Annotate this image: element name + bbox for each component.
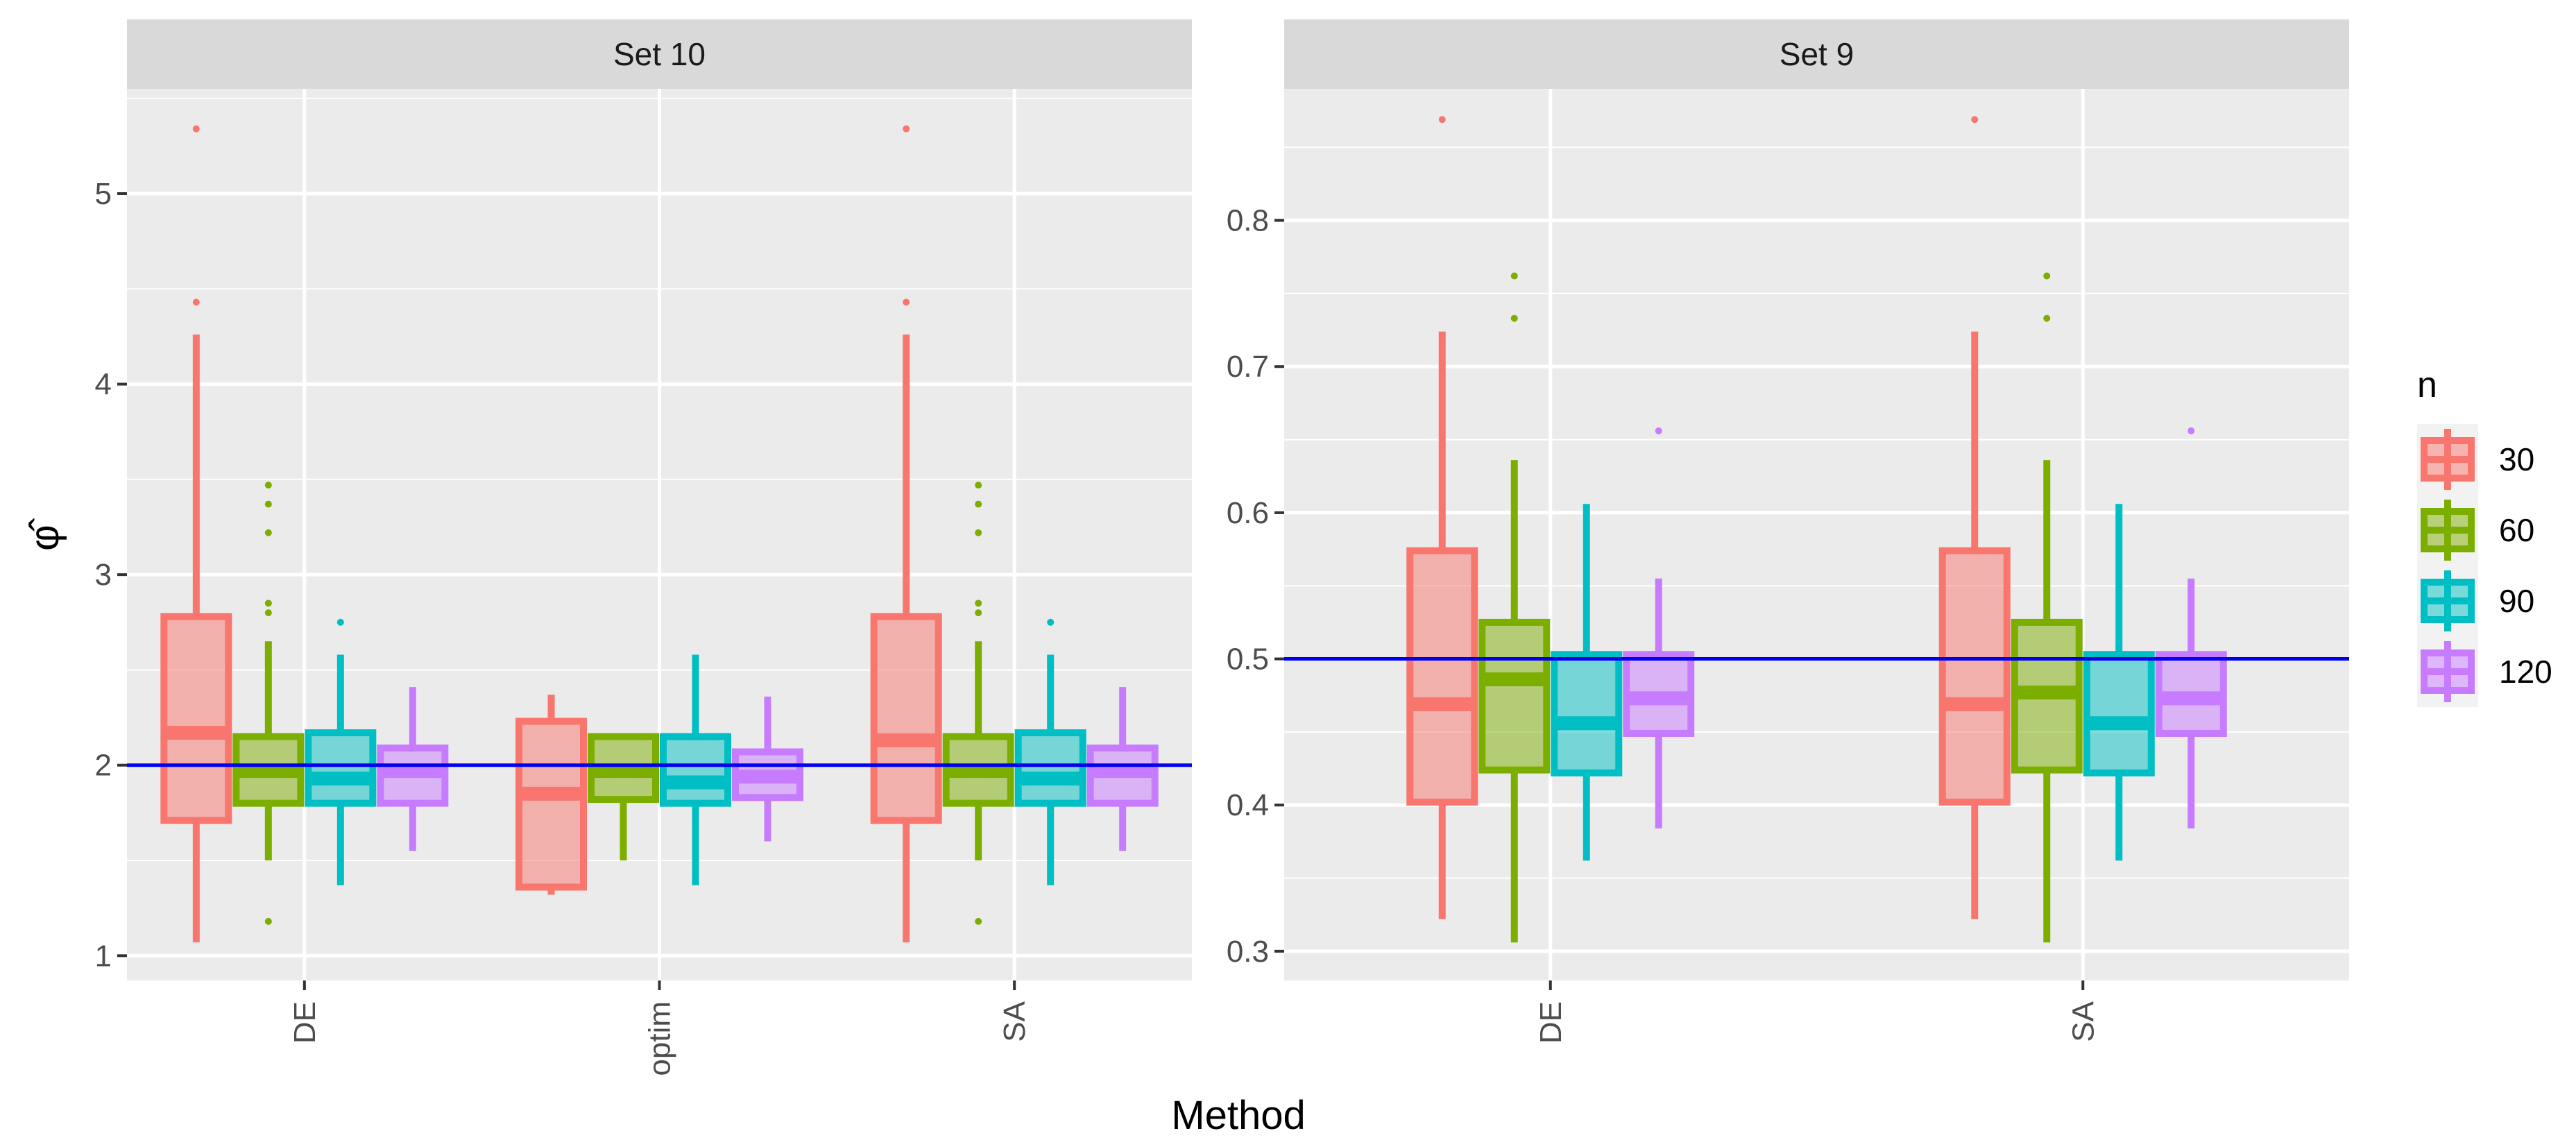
outlier-point	[1510, 314, 1518, 322]
y-tick-label: 0.6	[1227, 496, 1269, 530]
outlier-point	[2187, 427, 2195, 434]
facet-strip-label: Set 10	[613, 36, 706, 72]
box-body	[1014, 729, 1086, 807]
y-tick-label: 0.4	[1227, 788, 1269, 822]
legend: n 30 60 90 120	[2417, 365, 2552, 707]
outlier-point	[264, 529, 272, 536]
box-body	[1406, 547, 1478, 806]
box-body	[660, 733, 731, 807]
y-tick-label: 3	[95, 558, 112, 592]
legend-label-90: 90	[2499, 583, 2534, 619]
outlier-point	[975, 529, 982, 536]
box-body	[1551, 651, 1623, 776]
y-tick-label: 5	[95, 177, 112, 211]
legend-label-60: 60	[2499, 512, 2534, 548]
box-sa-n30	[870, 125, 942, 943]
box-sa-n120	[2155, 427, 2227, 829]
box-optim-n90	[660, 654, 731, 885]
outlier-point	[264, 500, 272, 508]
panel-1: Set 10 1 2 3 4 5 DE optim SA	[95, 19, 1192, 1076]
outlier-point	[975, 500, 982, 508]
x-axis-title: Method	[1171, 1093, 1305, 1138]
outlier-point	[975, 600, 982, 607]
outlier-point	[903, 298, 910, 306]
outlier-point	[975, 917, 982, 925]
outlier-point	[264, 600, 272, 607]
box-body	[160, 613, 232, 824]
legend-key-60: 60	[2421, 500, 2534, 561]
box-body	[515, 717, 587, 891]
box-body	[2083, 651, 2155, 776]
box-de-n60	[1478, 272, 1551, 943]
outlier-point	[264, 609, 272, 617]
panel-background	[1284, 89, 2349, 980]
legend-label-30: 30	[2499, 441, 2534, 477]
box-de-n30	[160, 125, 232, 943]
box-body	[870, 613, 942, 824]
y-tick-label: 1	[95, 939, 112, 973]
box-de-n90	[1551, 504, 1623, 861]
outlier-point	[975, 482, 982, 489]
facet-strip-label: Set 9	[1780, 36, 1854, 72]
box-sa-n30	[1938, 116, 2011, 919]
x-tick-label-sa: SA	[2066, 1001, 2100, 1042]
panel-2: Set 9 0.3 0.4 0.5 0.6 0.7 0.8 DE SA	[1227, 19, 2349, 1044]
legend-title: n	[2417, 365, 2437, 405]
x-tick-label-optim: optim	[643, 1001, 677, 1076]
x-tick-label-de: DE	[288, 1001, 322, 1044]
outlier-point	[1047, 618, 1055, 626]
box-body	[1478, 618, 1551, 774]
box-body	[305, 729, 377, 807]
legend-key-120: 120	[2421, 641, 2552, 702]
outlier-point	[1971, 116, 1979, 124]
box-optim-n30	[515, 695, 587, 895]
legend-key-30: 30	[2421, 429, 2534, 490]
y-tick-label: 0.3	[1227, 935, 1269, 969]
facet-panels: Set 10 1 2 3 4 5 DE optim SA Set 9 0.3 0.4 0.5 0.6 0.7…	[95, 19, 2349, 1076]
box-sa-n60	[2011, 272, 2083, 943]
outlier-point	[264, 482, 272, 489]
outlier-point	[1655, 427, 1662, 434]
box-de-n30	[1406, 116, 1478, 919]
x-tick-label-de: DE	[1534, 1001, 1568, 1044]
box-optim-n120	[732, 696, 803, 842]
outlier-point	[1510, 272, 1518, 280]
box-de-n90	[305, 618, 377, 885]
y-tick-label: 0.5	[1227, 643, 1269, 677]
box-body	[1938, 547, 2011, 806]
box-sa-n90	[1014, 618, 1086, 885]
box-optim-n60	[588, 733, 659, 861]
outlier-point	[2043, 314, 2051, 322]
outlier-point	[903, 125, 910, 133]
y-tick-label: 2	[95, 749, 112, 783]
legend-key-90: 90	[2421, 570, 2534, 631]
x-tick-label-sa: SA	[998, 1001, 1032, 1042]
box-de-n120	[377, 687, 449, 851]
outlier-point	[975, 609, 982, 617]
outlier-point	[192, 298, 200, 306]
y-tick-label: 0.7	[1227, 350, 1269, 384]
outlier-point	[1438, 116, 1446, 124]
facet-strip	[127, 19, 1192, 89]
outlier-point	[2043, 272, 2051, 280]
facet-strip	[1284, 19, 2349, 89]
outlier-point	[192, 125, 200, 133]
box-de-n120	[1623, 427, 1695, 829]
y-axis-title: φ̂	[22, 518, 67, 551]
y-tick-label: 4	[95, 368, 112, 402]
box-sa-n90	[2083, 504, 2155, 861]
legend-label-120: 120	[2499, 654, 2552, 690]
outlier-point	[264, 917, 272, 925]
box-sa-n120	[1086, 687, 1159, 851]
box-sa-n60	[942, 482, 1014, 925]
box-de-n60	[232, 482, 305, 925]
y-tick-label: 0.8	[1227, 204, 1269, 238]
outlier-point	[336, 618, 344, 626]
